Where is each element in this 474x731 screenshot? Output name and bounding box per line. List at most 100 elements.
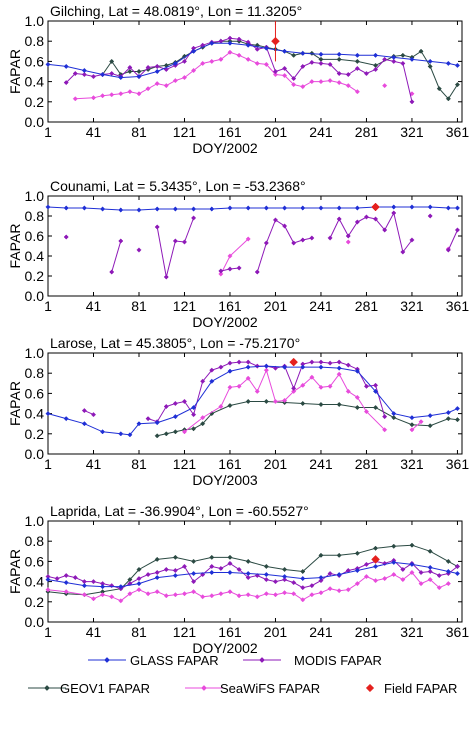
geov1-fapar-point [136, 68, 142, 75]
modis-fapar-point [409, 237, 415, 243]
glass-fapar-point [245, 570, 251, 577]
seawifs-fapar-point [136, 587, 142, 593]
glass-fapar-point [318, 364, 324, 370]
y-tick-label: 0.8 [25, 208, 45, 224]
modis-fapar-point [136, 247, 142, 253]
seawifs-fapar-point [236, 52, 242, 58]
seawifs-fapar-point [336, 80, 342, 86]
x-tick-label: 121 [173, 624, 197, 640]
x-tick-label: 81 [131, 298, 147, 314]
geov1-fapar-point [227, 554, 233, 560]
glass-fapar-point [409, 204, 415, 210]
seawifs-fapar-point [218, 591, 224, 597]
y-tick-label: 0.8 [25, 365, 45, 381]
seawifs-fapar-point [209, 593, 215, 599]
modis-fapar-point [354, 219, 360, 225]
seawifs-fapar-point [345, 587, 351, 593]
seawifs-fapar-point [409, 569, 415, 576]
y-tick-label: 0.2 [25, 268, 45, 284]
glass-fapar-point [409, 56, 415, 62]
y-tick-label: 0.0 [25, 288, 45, 304]
seawifs-fapar-point [382, 427, 388, 433]
seawifs-fapar-point [291, 82, 297, 88]
modis-fapar-point [227, 560, 233, 566]
geov1-fapar-point [391, 543, 397, 549]
glass-fapar-point [227, 569, 233, 576]
x-axis-label: DOY/2002 [192, 140, 258, 156]
x-tick-label: 201 [264, 624, 288, 640]
seawifs-fapar-point [309, 79, 315, 85]
seawifs-fapar-point [282, 590, 288, 596]
modis-fapar-point [263, 577, 269, 583]
glass-fapar-point [454, 62, 461, 68]
geov1-fapar-point [427, 63, 433, 70]
modis-fapar-point [163, 403, 169, 410]
geov1-fapar-point [318, 401, 324, 408]
geov1-fapar-point [454, 82, 461, 88]
modis-fapar-point [236, 265, 242, 271]
modis-fapar-point [218, 364, 224, 370]
modis-fapar-point [136, 576, 142, 582]
legend-label: Field FAPAR [384, 681, 457, 696]
modis-fapar-point [109, 70, 115, 77]
geov1-fapar-point [136, 566, 142, 573]
glass-fapar-point [209, 206, 215, 212]
modis-fapar-point [427, 568, 433, 575]
glass-fapar-point [227, 205, 233, 211]
geov1-fapar-point [427, 423, 433, 429]
seawifs-fapar-point [263, 61, 269, 67]
x-tick-label: 201 [264, 456, 288, 472]
x-tick-label: 1 [44, 456, 52, 472]
panel-1: Gilching, Lat = 48.0819°, Lon = 11.3205°… [7, 3, 469, 156]
seawifs-fapar-point [118, 91, 124, 97]
x-tick-label: 241 [309, 298, 333, 314]
modis-fapar-point [382, 414, 388, 420]
seawifs-fapar-point [373, 578, 379, 584]
panel-title: Larose, Lat = 45.3805°, Lon = -75.2170° [50, 335, 300, 351]
modis-fapar-point [236, 36, 242, 42]
legend-item-modis-fapar: MODIS FAPAR [243, 653, 382, 668]
glass-fapar-point [45, 411, 51, 417]
y-axis-label: FAPAR [7, 549, 23, 594]
x-tick-label: 281 [355, 456, 379, 472]
seawifs-fapar-point [445, 581, 451, 587]
series-seawifs-fapar [181, 367, 424, 435]
modis-fapar-point [90, 579, 97, 585]
geov1-fapar-point [282, 566, 288, 573]
geov1-fapar-point [436, 86, 442, 92]
geov1-fapar-point [181, 53, 188, 59]
modis-fapar-point [63, 572, 69, 579]
glass-fapar-point [227, 368, 233, 374]
glass-fapar-line [47, 561, 458, 588]
modis-fapar-line [47, 559, 458, 590]
modis-fapar-point [336, 70, 342, 77]
modis-fapar-point [109, 269, 115, 275]
glass-fapar-point [282, 205, 288, 211]
x-tick-label: 361 [446, 298, 470, 314]
modis-fapar-point [445, 247, 451, 253]
glass-fapar-point [354, 368, 360, 374]
modis-fapar-point [127, 64, 133, 71]
glass-fapar-point [209, 40, 215, 46]
modis-fapar-point [181, 563, 188, 570]
seawifs-fapar-point [90, 596, 97, 602]
modis-fapar-point [300, 63, 306, 70]
geov1-fapar-point [400, 52, 406, 58]
seawifs-fapar-line [411, 421, 422, 431]
geov1-fapar-point [336, 56, 342, 62]
glass-fapar-point [81, 583, 87, 589]
seawifs-fapar-point [200, 60, 206, 66]
geov1-fapar-point [336, 552, 342, 558]
modis-fapar-point [282, 223, 288, 229]
seawifs-fapar-point [218, 403, 224, 410]
glass-fapar-line [47, 206, 458, 211]
seawifs-fapar-point [100, 592, 106, 598]
modis-fapar-point [254, 269, 260, 275]
seawifs-fapar-point [245, 56, 251, 62]
modis-fapar-point [373, 216, 379, 222]
modis-fapar-point [154, 569, 160, 576]
y-tick-label: 1.0 [25, 513, 45, 529]
glass-fapar-point [354, 567, 360, 574]
modis-fapar-point [400, 566, 406, 573]
glass-fapar-point [336, 571, 342, 578]
